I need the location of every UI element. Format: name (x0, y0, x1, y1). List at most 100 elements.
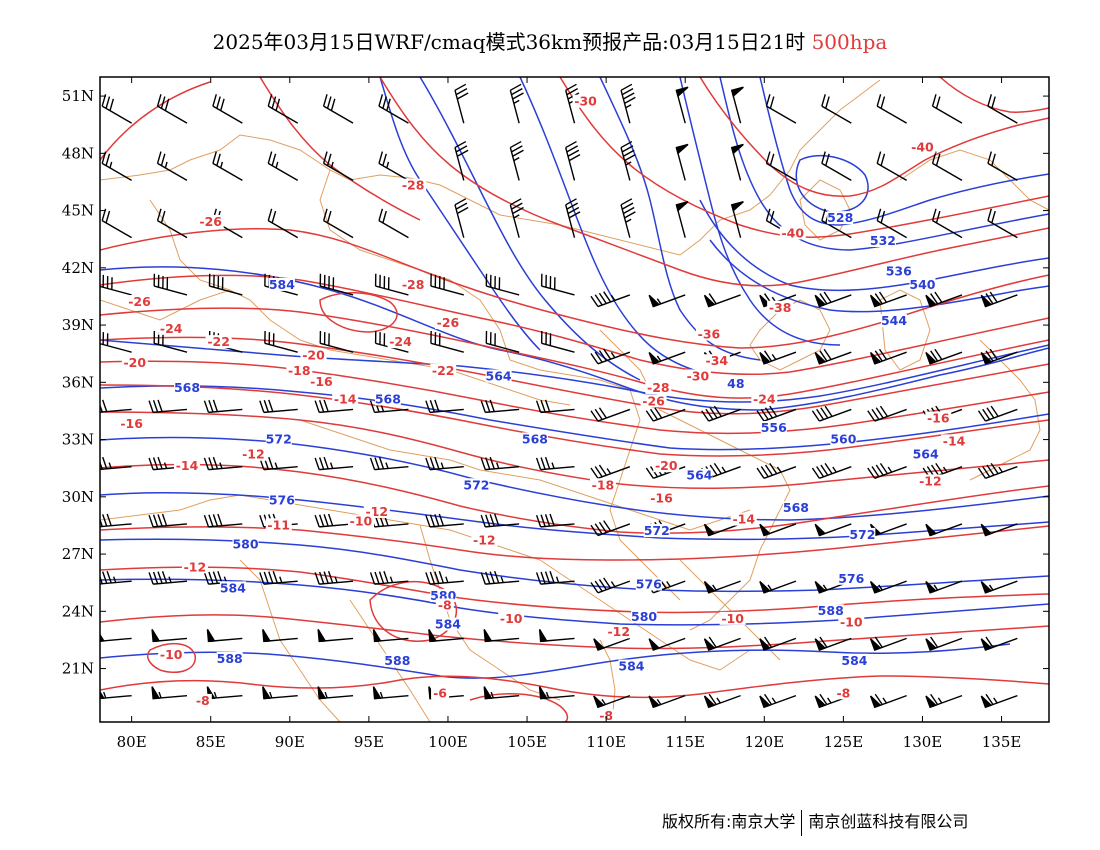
contour-label: -14 (732, 512, 755, 527)
contour-label: -20 (655, 458, 678, 473)
contour-label: 580 (232, 536, 258, 551)
barb-flag (94, 572, 98, 584)
lon-label: 90E (275, 733, 305, 751)
lon-label: 110E (586, 733, 626, 751)
contour-label: 568 (783, 500, 809, 515)
contour-label: -24 (389, 334, 412, 349)
contour-label: 588 (384, 653, 410, 668)
contour-label: 564 (686, 468, 712, 483)
contour-label: -10 (840, 615, 863, 630)
contour-label: 584 (435, 617, 461, 632)
copyright-left: 版权所有:南京大学 (662, 812, 795, 831)
lon-label: 95E (354, 733, 384, 751)
contour-label: -38 (769, 300, 792, 315)
contour-label: -11 (267, 517, 290, 532)
contour-label: -16 (120, 416, 143, 431)
contour-label: -8 (438, 598, 452, 613)
lat-label: 36N (62, 373, 94, 391)
contour-label: 540 (909, 277, 935, 292)
contour-label: -24 (160, 321, 183, 336)
lon-label: 80E (117, 733, 147, 751)
contour-label: -36 (698, 327, 721, 342)
lat-label: 30N (62, 488, 94, 506)
contour-label: 580 (631, 609, 657, 624)
lat-label: 42N (62, 259, 94, 277)
contour-label: -12 (607, 624, 630, 639)
contour-label: -26 (199, 214, 222, 229)
copyright-right: 南京创蓝科技有限公司 (808, 812, 968, 831)
contour-label: -16 (310, 374, 333, 389)
lat-label: 51N (62, 87, 94, 105)
contour-label: -6 (433, 685, 447, 700)
lon-label: 125E (824, 733, 864, 751)
contour-label: 536 (886, 264, 912, 279)
contour-label: 560 (830, 431, 856, 446)
lat-label: 45N (62, 202, 94, 220)
contour-label: 584 (269, 277, 295, 292)
contour-label: 568 (375, 391, 401, 406)
contour-label: -10 (350, 514, 373, 529)
lat-label: 39N (62, 316, 94, 334)
lon-label: 105E (507, 733, 547, 751)
lat-label: 24N (62, 602, 94, 620)
lat-label: 48N (62, 144, 94, 162)
contour-label: -22 (207, 334, 230, 349)
footer-separator (801, 810, 802, 836)
contour-label: 568 (522, 431, 548, 446)
lat-label: 27N (62, 545, 94, 563)
contour-label: -40 (911, 140, 934, 155)
barb-flag (94, 458, 98, 470)
contour-label: 576 (636, 577, 662, 592)
contour-label: 532 (870, 233, 896, 248)
lon-label: 100E (428, 733, 468, 751)
contour-label: 556 (761, 420, 787, 435)
lon-label: 135E (982, 733, 1022, 751)
contour-label: -12 (242, 447, 265, 462)
contour-label: -8 (196, 693, 210, 708)
contour-label: -10 (160, 647, 183, 662)
lat-label: 21N (62, 660, 94, 678)
contour-label: 572 (644, 523, 670, 538)
lon-label: 115E (665, 733, 705, 751)
contour-label: -30 (574, 94, 597, 109)
contour-label: -26 (128, 294, 151, 309)
contour-label: 544 (881, 313, 907, 328)
contour-label: 576 (838, 571, 864, 586)
contour-label: 572 (463, 477, 489, 492)
contour-label: 584 (220, 580, 246, 595)
contour-label: -14 (176, 458, 199, 473)
contour-label: -14 (334, 391, 357, 406)
map-background (100, 77, 1049, 722)
lon-label: 120E (745, 733, 785, 751)
contour-label: 568 (174, 380, 200, 395)
contour-label: -24 (753, 391, 776, 406)
contour-label: 584 (618, 659, 644, 674)
contour-label: 564 (913, 447, 939, 462)
contour-label: -18 (288, 363, 311, 378)
contour-label: -12 (919, 473, 942, 488)
contour-label: -12 (473, 533, 496, 548)
contour-label: 572 (266, 431, 292, 446)
contour-label: -22 (432, 363, 455, 378)
lon-label: 130E (903, 733, 943, 751)
contour-label: 588 (217, 651, 243, 666)
contour-label: -12 (184, 559, 207, 574)
contour-label: -14 (943, 433, 966, 448)
weather-map: 584 564 568 568 568 572 572 576 580 584 580 584 588 5… (0, 0, 1100, 800)
contour-label: -28 (402, 277, 425, 292)
contour-label: -16 (650, 491, 673, 506)
copyright-footer: 版权所有:南京大学南京创蓝科技有限公司 (662, 808, 968, 836)
contour-label: -28 (402, 178, 425, 193)
lat-label: 33N (62, 431, 94, 449)
contour-label: -28 (647, 380, 670, 395)
contour-label: -8 (836, 685, 850, 700)
contour-label: -10 (721, 611, 744, 626)
contour-label: -16 (927, 410, 950, 425)
contour-label: 584 (841, 653, 867, 668)
contour-label: 528 (827, 210, 853, 225)
lon-label: 85E (196, 733, 226, 751)
contour-label: -10 (500, 611, 523, 626)
contour-label: -26 (642, 393, 665, 408)
contour-label: -34 (706, 353, 729, 368)
contour-label: 572 (849, 527, 875, 542)
